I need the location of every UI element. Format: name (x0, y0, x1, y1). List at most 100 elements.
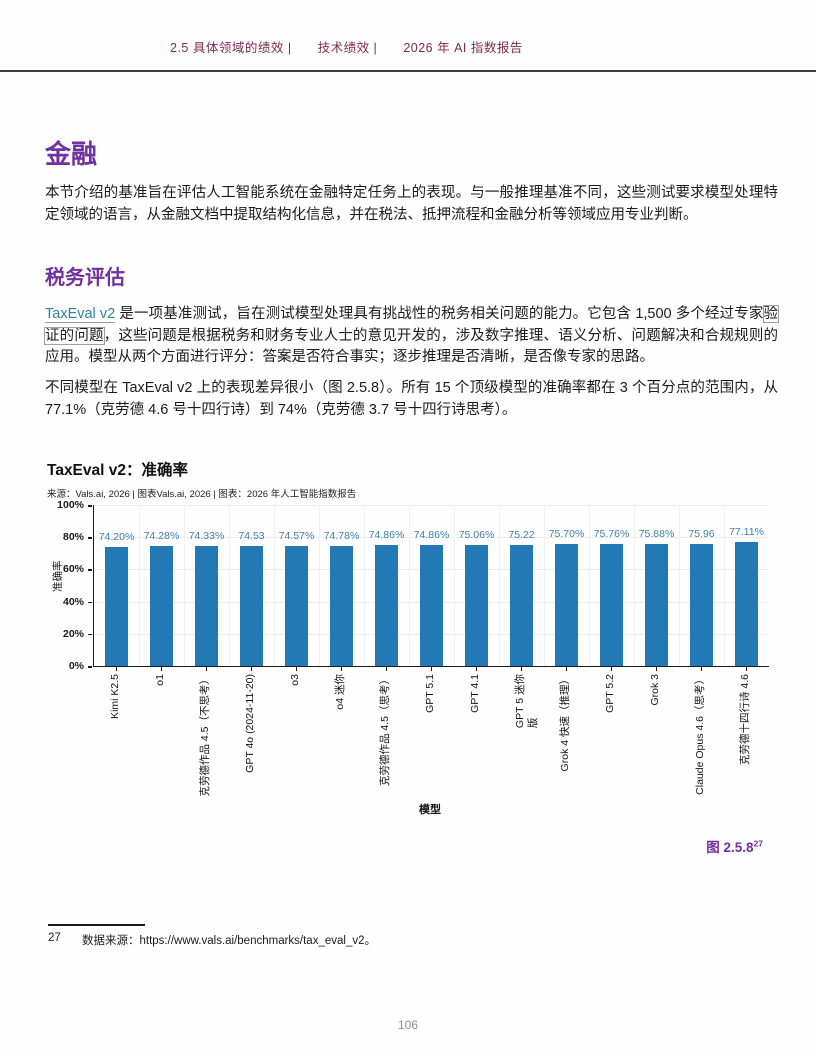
y-tick-mark (88, 505, 92, 507)
gridline-vertical (139, 505, 140, 666)
taxeval-paragraph-1: TaxEval v2 是一项基准测试，旨在测试模型处理具有挑战性的税务相关问题的… (44, 304, 779, 369)
bar-13 (645, 543, 668, 666)
y-tick-label: 40% (62, 595, 84, 608)
x-tick-mark (205, 667, 207, 671)
bar-4 (240, 546, 263, 666)
bar-6 (330, 545, 353, 666)
y-tick-mark (88, 633, 92, 636)
bar-value-label: 77.11% (729, 525, 764, 538)
bar-value-label: 75.96 (688, 527, 715, 540)
x-tick-mark (115, 667, 117, 671)
x-category-label: GPT 5 迷你 版 (514, 674, 539, 729)
gridline-vertical (184, 505, 185, 666)
bar-value-label: 74.53 (238, 530, 265, 543)
gridline-vertical (409, 505, 410, 666)
breadcrumb: 2.5 具体领域的绩效 | 技术绩效 | 2026 年 AI 指数报告 (170, 37, 523, 56)
x-tick-mark (385, 667, 387, 671)
bar-7 (375, 545, 398, 666)
y-tick-label: 20% (62, 627, 84, 640)
x-category-label: Claude Opus 4.6（思考） (694, 674, 706, 795)
bar-value-label: 74.86% (368, 529, 405, 542)
bar-3 (195, 546, 218, 666)
y-tick-label: 100% (57, 499, 84, 511)
subsection-title-tax-eval: 税务评估 (45, 267, 125, 289)
breadcrumb-chapter: 技术绩效 | (317, 41, 378, 55)
y-tick-label: 0% (68, 660, 84, 672)
finance-paragraph: 本节介绍的基准旨在评估人工智能系统在金融特定任务上的表现。与一般推理基准不同，这… (45, 185, 778, 223)
bar-8 (420, 545, 443, 666)
breadcrumb-section: 2.5 具体领域的绩效 | (170, 41, 292, 55)
gridline-vertical (364, 505, 365, 666)
header-divider (0, 70, 816, 72)
x-tick-mark (655, 667, 657, 671)
taxeval-paragraph-1-text-b: ，这些问题是根据税务和财务专业人士的意见开发的，涉及数字推理、语义分析、问题解决… (45, 327, 778, 366)
bar-value-label: 75.06% (458, 529, 495, 542)
chart-source-line: 来源：Vals.ai, 2026 | 图表Vals.ai, 2026 | 图表：… (47, 489, 357, 500)
x-category-label: 克劳德作品 4.5（不思考） (199, 674, 211, 797)
gridline-horizontal (94, 537, 769, 539)
bar-1 (105, 546, 128, 666)
taxeval-paragraph-2: 不同模型在 TaxEval v2 上的表现差异很小（图 2.5.8）。所有 15… (45, 380, 778, 418)
y-tick-mark (88, 569, 92, 571)
x-category-label: o4 迷你 (334, 674, 346, 710)
y-tick-label: 60% (62, 563, 84, 576)
x-category-label: 克劳德十四行诗 4.6 (739, 674, 751, 766)
footnote-divider (48, 924, 145, 926)
y-tick-mark (88, 601, 92, 604)
gridline-vertical (724, 505, 725, 666)
footnote-source-text[interactable]: 数据来源：https://www.vals.ai/benchmarks/tax_… (82, 935, 376, 947)
x-tick-mark (610, 667, 612, 671)
gridline-vertical (454, 505, 455, 666)
bar-chart-plot-area: 74.20% 74.28% 74.33% 74.53 74.57% 74.78% 74.86… (93, 505, 769, 667)
gridline-vertical (589, 505, 590, 666)
x-tick-mark (295, 667, 297, 671)
bar-value-label: 74.57% (278, 529, 315, 542)
bar-value-label: 74.78% (323, 529, 360, 542)
bar-value-label: 75.76% (593, 528, 630, 541)
bar-11 (555, 544, 578, 666)
figure-caption: 图 2.5.827 (706, 836, 763, 856)
bar-value-label: 75.22 (508, 528, 535, 541)
figure-caption-text: 图 2.5.8 (706, 840, 754, 855)
x-category-label: 克劳德作品 4.5（思考） (379, 674, 391, 787)
figure-caption-footnote-ref: 27 (753, 838, 763, 849)
x-category-label: GPT 5.2 (604, 674, 616, 713)
gridline-vertical (679, 505, 680, 666)
bar-value-label: 75.70% (548, 528, 585, 541)
bar-value-label: 74.33% (188, 530, 225, 543)
chart-title: TaxEval v2：准确率 (47, 462, 188, 479)
y-tick-mark (88, 537, 92, 539)
x-category-label: Grok 3 (649, 674, 661, 706)
bar-value-label: 74.20% (98, 530, 135, 543)
chart-x-axis-title: 模型 (419, 804, 441, 816)
x-tick-mark (250, 667, 252, 671)
footnote-number: 27 (48, 932, 61, 944)
bar-15 (735, 541, 758, 666)
footnote: 27 数据来源：https://www.vals.ai/benchmarks/t… (48, 932, 376, 948)
bar-value-label: 75.88% (638, 527, 675, 540)
bar-12 (600, 544, 623, 666)
bar-14 (690, 543, 713, 666)
gridline-vertical (229, 505, 230, 666)
bar-10 (510, 544, 533, 666)
x-tick-mark (700, 667, 702, 671)
taxeval-v2-link[interactable]: TaxEval v2 (45, 306, 116, 323)
x-tick-mark (520, 667, 522, 671)
x-category-label: o3 (289, 674, 301, 686)
x-category-label: GPT 4.1 (469, 674, 481, 713)
gridline-vertical (634, 505, 635, 666)
y-tick-label: 80% (62, 531, 84, 544)
bar-5 (285, 545, 308, 666)
taxeval-boxed-text: 验证的问题 (44, 305, 779, 345)
y-tick-mark (88, 666, 92, 668)
bar-value-label: 74.86% (413, 529, 450, 542)
gridline-vertical (319, 505, 320, 666)
x-category-label: o1 (154, 674, 166, 686)
x-category-label: GPT 5.1 (424, 674, 436, 713)
x-category-label: Grok 4 快速（推理） (559, 674, 571, 772)
x-category-label: GPT 4o (2024-11-20) (244, 674, 256, 773)
x-tick-mark (430, 667, 432, 671)
page-number: 106 (397, 1018, 419, 1032)
x-tick-mark (340, 667, 342, 671)
